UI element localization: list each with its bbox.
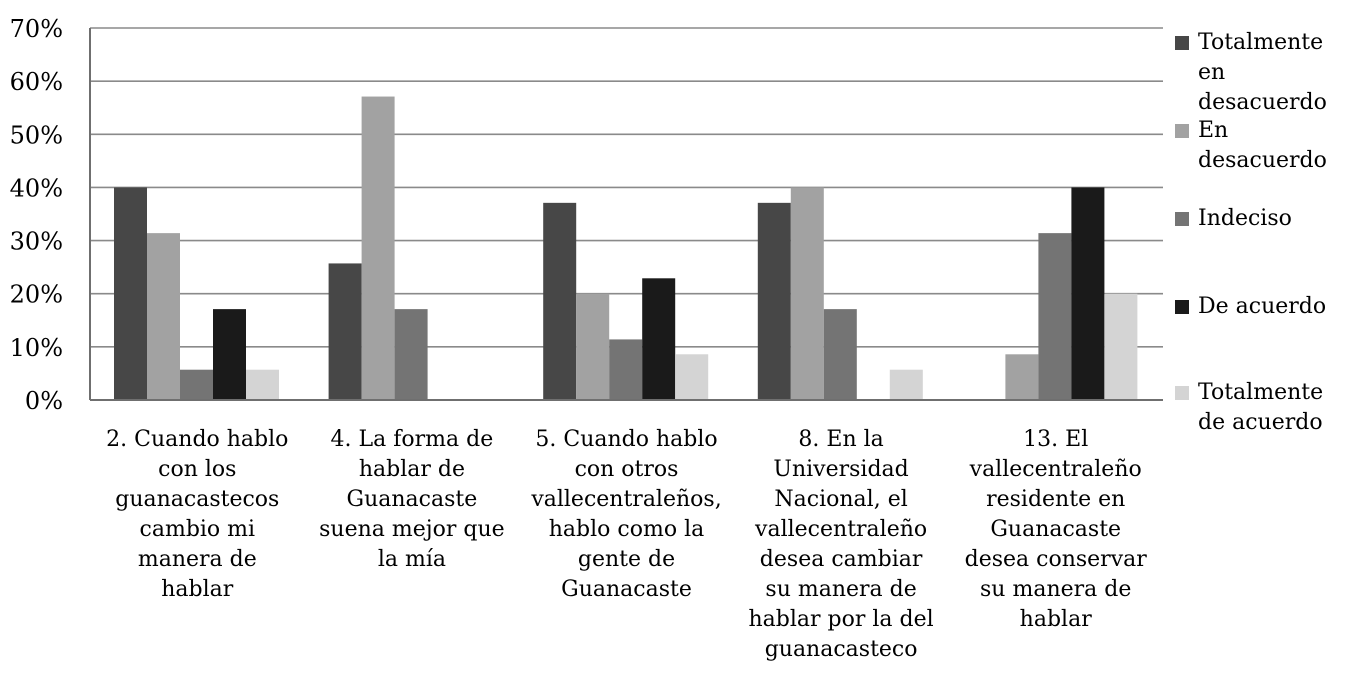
category-label: 2. Cuando hablo con los guanacastecos cambi… [106, 427, 288, 602]
legend-swatch [1175, 36, 1189, 50]
legend-label-line: desacuerdo [1198, 90, 1327, 115]
category-label-line: 13. El [1023, 427, 1088, 452]
y-axis-ticks: 0% 10% 20% 30% 40% 50% 60% 70% [10, 15, 63, 415]
category-label-line: desea cambiar [760, 547, 923, 572]
bar [147, 233, 180, 400]
legend-label: De acuerdo [1198, 294, 1326, 319]
legend-label-line: En [1198, 118, 1228, 143]
category-label-line: manera de [138, 547, 257, 572]
category-label-line: hablar de [359, 457, 465, 482]
legend-label-line: De acuerdo [1198, 294, 1326, 319]
category-label-line: vallecentraleños, [530, 487, 721, 512]
category-label-line: su manera de [980, 577, 1131, 602]
category-label-line: su manera de [765, 577, 916, 602]
category-label-line: Guanacaste [990, 517, 1121, 542]
legend-label-line: en [1198, 60, 1225, 85]
bar [394, 309, 428, 400]
bar [609, 339, 643, 400]
category-label-line: la mía [378, 547, 446, 572]
legend-label: Totalmente en desacuerdo [1198, 30, 1327, 115]
category-label-line: con otros [575, 457, 679, 482]
bar [543, 202, 577, 400]
bar [1038, 233, 1072, 400]
y-tick-label: 50% [10, 121, 63, 149]
category-label-line: vallecentraleño [754, 517, 927, 542]
category-label-line: con los [158, 457, 236, 482]
legend-label-line: desacuerdo [1198, 148, 1327, 173]
legend-swatch [1175, 386, 1189, 400]
bar [823, 309, 857, 400]
legend-label-line: Totalmente [1198, 30, 1323, 55]
y-tick-label: 0% [25, 387, 63, 415]
category-label: 8. En la Universidad Nacional, el vallecent… [749, 427, 934, 662]
y-tick-label: 70% [10, 15, 63, 43]
y-tick-label: 60% [10, 68, 63, 96]
bar [213, 309, 246, 400]
category-label-line: Guanacaste [561, 577, 692, 602]
category-label: 13. El vallecentraleño residente en Guanaca… [965, 427, 1148, 632]
y-tick-label: 40% [10, 174, 63, 202]
bar [1104, 293, 1138, 400]
category-label: 5. Cuando hablo con otros vallecentraleños… [530, 427, 721, 602]
legend-label: En desacuerdo [1198, 118, 1327, 173]
legend-swatch [1175, 300, 1189, 314]
bar [889, 369, 923, 400]
category-label-line: gente de [578, 547, 675, 572]
category-label-line: guanacasteco [765, 637, 918, 662]
bar [790, 187, 824, 400]
bar [1005, 354, 1039, 400]
category-label-line: 8. En la [798, 427, 883, 452]
axes [89, 28, 1163, 401]
bar [675, 354, 709, 400]
category-label-line: hablar por la del [749, 607, 934, 632]
legend-label-line: Totalmente [1198, 380, 1323, 405]
bar [328, 263, 362, 400]
bars [114, 96, 1138, 400]
category-label-line: Universidad [773, 457, 908, 482]
legend-label: Totalmente de acuerdo [1198, 380, 1323, 435]
category-label-line: hablo como la [549, 517, 704, 542]
legend: Totalmente en desacuerdo En desacuerdo Indeci… [1175, 30, 1327, 435]
x-axis-categories: 2. Cuando hablo con los guanacastecos cambi… [106, 427, 1147, 662]
gridlines [90, 27, 1163, 348]
bar [180, 369, 213, 400]
category-label-line: guanacastecos [115, 487, 279, 512]
bar [361, 96, 395, 400]
legend-label-line: Indeciso [1198, 206, 1292, 231]
category-label-line: residente en [986, 487, 1125, 512]
category-label: 4. La forma de hablar de Guanacaste suena m… [319, 427, 505, 572]
category-label-line: desea conservar [965, 547, 1148, 572]
legend-swatch [1175, 124, 1189, 138]
category-label-line: 5. Cuando hablo [535, 427, 717, 452]
category-label-line: 4. La forma de [331, 427, 494, 452]
category-label-line: hablar [1020, 607, 1093, 632]
category-label-line: hablar [161, 577, 234, 602]
y-tick-label: 30% [10, 228, 63, 256]
legend-label-line: de acuerdo [1198, 410, 1323, 435]
y-tick-label: 20% [10, 281, 63, 309]
category-label-line: suena mejor que [319, 517, 505, 542]
bar [642, 278, 676, 400]
category-label-line: Nacional, el [774, 487, 907, 512]
bar [757, 202, 791, 400]
legend-label: Indeciso [1198, 206, 1292, 231]
category-label-line: vallecentraleño [969, 457, 1142, 482]
bar [1071, 187, 1105, 400]
y-tick-label: 10% [10, 334, 63, 362]
bar [246, 369, 279, 400]
category-label-line: 2. Cuando hablo [106, 427, 288, 452]
bar [576, 293, 610, 400]
category-label-line: Guanacaste [347, 487, 478, 512]
bar [114, 187, 147, 400]
category-label-line: cambio mi [140, 517, 256, 542]
legend-swatch [1175, 212, 1189, 226]
